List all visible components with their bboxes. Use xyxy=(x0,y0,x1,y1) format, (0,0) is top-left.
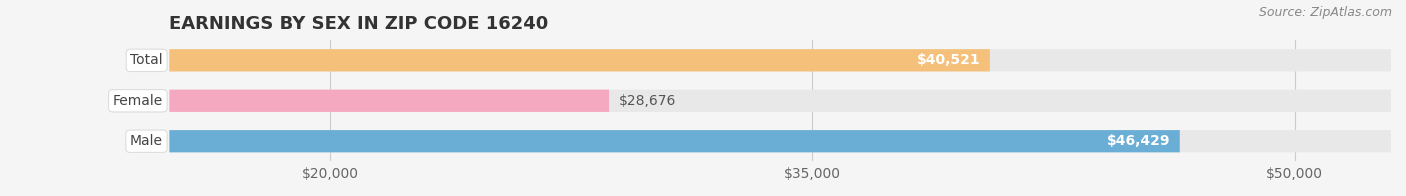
FancyBboxPatch shape xyxy=(169,130,1180,152)
FancyBboxPatch shape xyxy=(169,90,609,112)
FancyBboxPatch shape xyxy=(169,49,1391,72)
Text: $28,676: $28,676 xyxy=(619,94,676,108)
Text: Male: Male xyxy=(129,134,163,148)
FancyBboxPatch shape xyxy=(169,130,1391,152)
Text: Female: Female xyxy=(112,94,163,108)
FancyBboxPatch shape xyxy=(169,49,990,72)
Text: Total: Total xyxy=(131,53,163,67)
Text: Source: ZipAtlas.com: Source: ZipAtlas.com xyxy=(1258,6,1392,19)
Text: $46,429: $46,429 xyxy=(1107,134,1170,148)
Text: EARNINGS BY SEX IN ZIP CODE 16240: EARNINGS BY SEX IN ZIP CODE 16240 xyxy=(169,15,548,33)
FancyBboxPatch shape xyxy=(169,90,1391,112)
Text: $40,521: $40,521 xyxy=(917,53,980,67)
